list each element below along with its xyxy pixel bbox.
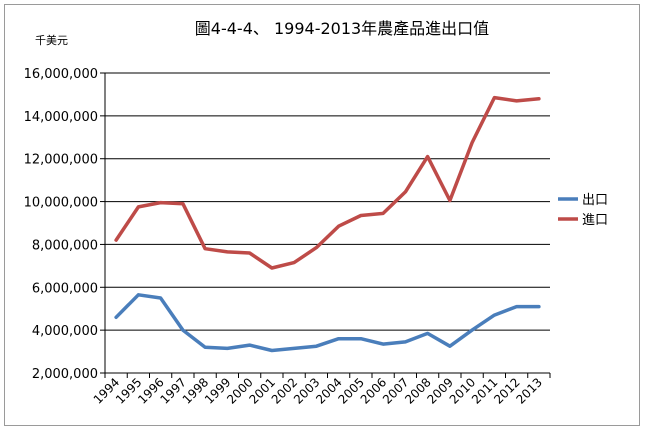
y-tick-label: 10,000,000 [24,196,98,211]
y-tick-label: 4,000,000 [32,324,98,339]
series-line-1 [114,95,541,270]
y-axis-label: 千美元 [35,34,68,47]
series-line-0 [114,293,541,353]
y-tick-label: 2,000,000 [32,367,98,382]
chart-frame: 圖4-4-4、 1994-2013年農產品進出口值 千美元 2,000,000 4… [4,4,640,426]
x-tick-label: 2013 [513,375,544,406]
y-tick-label: 16,000,000 [24,67,98,82]
y-tick-label: 6,000,000 [32,281,98,296]
series-lines [114,95,541,353]
y-tick-label: 12,000,000 [24,153,98,168]
gridlines [105,72,550,374]
legend-label-1: 進口 [582,213,608,228]
line-chart: 圖4-4-4、 1994-2013年農產品進出口值 千美元 2,000,000 4… [24,19,608,407]
y-tick-label: 8,000,000 [32,238,98,253]
legend-label-0: 出口 [582,193,608,208]
y-tick-label: 14,000,000 [24,110,98,125]
chart-title: 圖4-4-4、 1994-2013年農產品進出口值 [195,19,489,38]
axes: 2,000,000 4,000,000 6,000,000 8,000,000 10,0… [24,67,551,407]
